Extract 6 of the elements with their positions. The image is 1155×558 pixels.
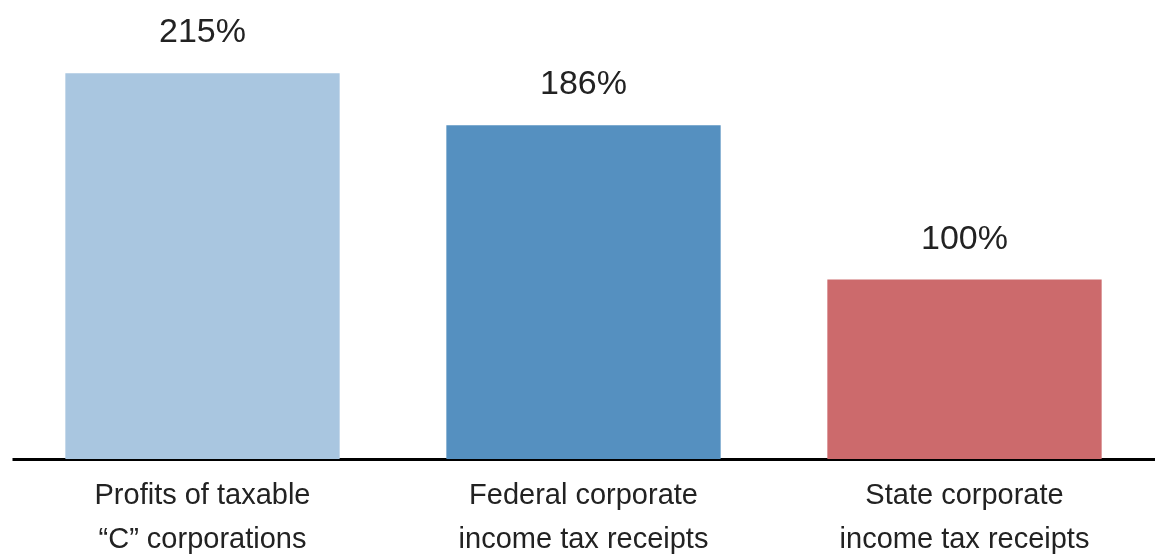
- x-tick-label: Profits of taxable “C” corporations: [94, 478, 311, 554]
- x-tick-label: State corporate income tax receipts: [839, 478, 1090, 554]
- data-label: 215%: [159, 11, 246, 50]
- data-label: 100%: [921, 217, 1008, 256]
- x-tick-label: Federal corporate income tax receipts: [458, 478, 709, 554]
- data-label: 186%: [540, 63, 627, 102]
